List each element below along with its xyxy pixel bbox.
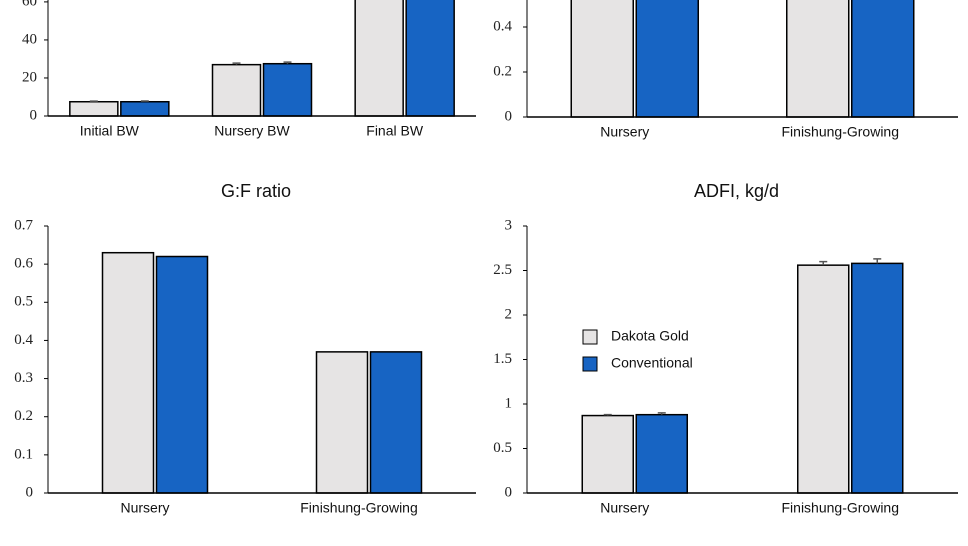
bar (797, 264, 850, 494)
bar (786, 0, 850, 118)
y-tick-label: 0.7 (14, 217, 33, 233)
error-bar (89, 100, 98, 102)
y-tick-label: 20 (22, 69, 37, 85)
y-tick-label: 3 (505, 217, 513, 233)
bar (405, 0, 455, 117)
x-tick-label: Finishung-Growing (300, 500, 418, 516)
x-tick-label: Finishung-Growing (782, 124, 900, 140)
bar (851, 0, 915, 118)
y-tick-label: 0 (505, 108, 513, 124)
y-tick-label: 1 (505, 395, 513, 411)
plot (581, 258, 904, 494)
chart: G:F ratio 0 0.1 0.2 0.3 0.4 0.5 0.6 0.7 Nursery Fi… (14, 181, 476, 516)
legend-swatch (582, 329, 598, 345)
y-tick-label: 0.2 (493, 63, 512, 79)
y-tick-label: 0 (30, 107, 38, 123)
bar (635, 0, 699, 118)
y-tick-label: 2 (505, 306, 513, 322)
error-bar (140, 100, 149, 102)
y-tick-label: 1.5 (493, 351, 512, 367)
bar (315, 351, 369, 494)
y-tick-label: 0 (26, 484, 34, 500)
bar (570, 0, 634, 118)
x-tick-label: Nursery (120, 500, 169, 516)
bar (262, 62, 313, 117)
chart: ADFI, kg/d 0 0.5 1 1.5 2 2.5 3 Nursery Finishung-… (493, 181, 958, 516)
plot (570, 0, 915, 118)
y-tick-label: 0.4 (493, 18, 512, 34)
chart-title: G:F ratio (221, 181, 291, 201)
bar (69, 100, 119, 117)
bar (851, 262, 904, 494)
y-tick-label: 0 (505, 484, 513, 500)
error-bar (819, 260, 828, 266)
y-tick-label: 0.4 (14, 332, 33, 348)
x-tick-label: Initial BW (80, 123, 140, 139)
legend-label: Conventional (611, 355, 693, 371)
y-tick-label: 40 (22, 31, 37, 47)
x-tick-label: Final BW (366, 123, 424, 139)
bar (369, 351, 423, 494)
error-bar (873, 258, 882, 264)
bar (120, 100, 170, 117)
error-bar (232, 62, 241, 65)
legend-swatch (582, 356, 598, 372)
y-tick-label: 0.5 (14, 294, 33, 310)
y-tick-label: 0.2 (14, 408, 33, 424)
plot (101, 251, 423, 494)
x-tick-label: Nursery (600, 124, 649, 140)
chart-title: ADFI, kg/d (694, 181, 779, 201)
y-tick-label: 0.1 (14, 446, 33, 462)
y-tick-label: 0.3 (14, 370, 33, 386)
x-tick-label: Finishung-Growing (782, 500, 900, 516)
y-tick-label: 60 (22, 0, 37, 9)
error-bar (283, 61, 292, 64)
x-tick-label: Nursery (600, 500, 649, 516)
legend-label: Dakota Gold (611, 328, 689, 344)
bar (581, 414, 634, 494)
chart: 0 0.2 0.4 Nursery Finishung-Growing (493, 0, 958, 140)
y-tick-label: 2.5 (493, 262, 512, 278)
x-tick-label: Nursery BW (214, 123, 290, 139)
chart: 0 20 40 60 Initial BW Nursery BW Final BW (22, 0, 476, 139)
bar (211, 63, 262, 117)
error-bar (603, 413, 612, 416)
bar (354, 0, 404, 117)
error-bar (657, 412, 666, 415)
plot (69, 0, 455, 117)
bar (635, 413, 688, 494)
bar (101, 251, 155, 494)
bar (155, 255, 209, 494)
y-tick-label: 0.6 (14, 256, 33, 272)
y-tick-label: 0.5 (493, 440, 512, 456)
